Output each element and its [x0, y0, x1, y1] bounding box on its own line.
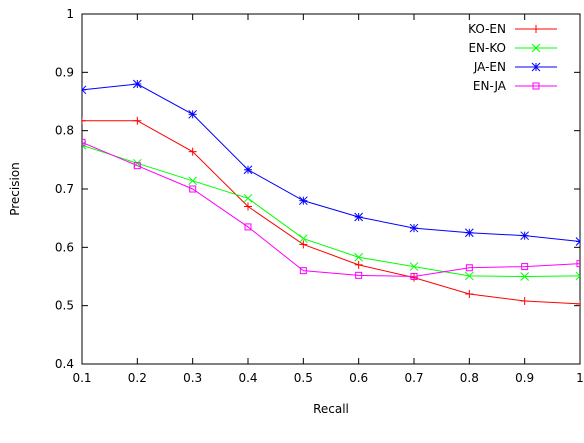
y-tick-label: 0.6 [55, 240, 74, 254]
data-point [465, 290, 474, 298]
data-point [132, 79, 142, 89]
legend-item: KO-EN [468, 22, 557, 36]
data-point [299, 240, 308, 249]
legend-marker [532, 82, 540, 90]
series-en-ja [82, 138, 580, 280]
x-tick-label: 0.2 [128, 371, 147, 385]
x-tick-label: 1 [576, 371, 584, 385]
data-point [576, 260, 580, 268]
data-point [520, 297, 529, 305]
x-axis-label: Recall [313, 402, 349, 416]
data-point [410, 273, 418, 280]
data-point [464, 271, 474, 281]
data-point [243, 165, 253, 175]
series-line [82, 144, 580, 278]
data-point [409, 223, 419, 233]
legend-marker [531, 62, 541, 72]
data-point [82, 116, 86, 125]
series-layer [82, 79, 580, 308]
y-tick-label: 0.9 [55, 65, 74, 79]
data-point [576, 299, 580, 308]
data-point [82, 138, 86, 146]
data-point [520, 272, 530, 281]
legend-label: EN-KO [468, 41, 506, 55]
legend: KO-EN EN-KO JA-EN EN-JA [468, 22, 557, 93]
series-en-ko [82, 140, 580, 281]
data-point [133, 162, 141, 170]
data-point [244, 202, 252, 211]
y-tick-label: 0.8 [55, 124, 74, 138]
data-point [243, 193, 253, 203]
data-point [82, 85, 87, 95]
x-tick-label: 0.7 [404, 371, 423, 385]
series-ko-en [82, 116, 580, 308]
data-point [354, 212, 364, 222]
legend-marker [532, 25, 540, 33]
data-point [465, 264, 473, 272]
legend-item: EN-KO [468, 41, 557, 55]
data-point [188, 109, 198, 119]
legend-label: EN-JA [473, 79, 507, 93]
data-point [521, 263, 529, 271]
data-point [188, 176, 198, 186]
legend-item: JA-EN [473, 60, 557, 74]
y-tick-label: 0.7 [55, 182, 74, 196]
y-tick-label: 0.4 [55, 357, 74, 371]
legend-label: JA-EN [473, 60, 506, 74]
x-tick-label: 0.8 [460, 371, 479, 385]
legend-marker [531, 43, 541, 53]
legend-item: EN-JA [473, 79, 557, 93]
x-tick-label: 0.9 [515, 371, 534, 385]
data-point [298, 234, 308, 243]
x-tick-label: 0.6 [349, 371, 368, 385]
series-line [82, 120, 580, 305]
data-point [354, 252, 364, 262]
x-tick-label: 0.3 [183, 371, 202, 385]
data-point [354, 260, 363, 269]
data-point [520, 231, 530, 241]
series-ja-en [82, 79, 580, 246]
data-point [133, 116, 142, 125]
data-point [244, 223, 252, 231]
x-tick-label: 0.5 [294, 371, 313, 385]
y-axis-label: Precision [8, 162, 22, 216]
y-tick-label: 0.5 [55, 299, 74, 313]
x-tick-label: 0.1 [72, 371, 91, 385]
series-line [82, 83, 580, 242]
data-point [189, 185, 197, 193]
data-point [464, 228, 474, 238]
data-point [575, 237, 580, 246]
data-point [188, 147, 197, 156]
x-tick-label: 0.4 [238, 371, 257, 385]
data-point [575, 271, 580, 281]
axis-ticks: 0.1 0.2 0.3 0.4 0.5 0.6 0.7 0.8 0.9 1 0.4 0.5 0.6 0.7… [55, 7, 584, 385]
data-point [409, 262, 419, 271]
legend-label: KO-EN [468, 22, 506, 36]
y-tick-label: 1 [66, 7, 74, 21]
data-point [298, 196, 308, 206]
data-point [355, 271, 363, 279]
series-line [82, 141, 580, 278]
data-point [299, 267, 307, 275]
